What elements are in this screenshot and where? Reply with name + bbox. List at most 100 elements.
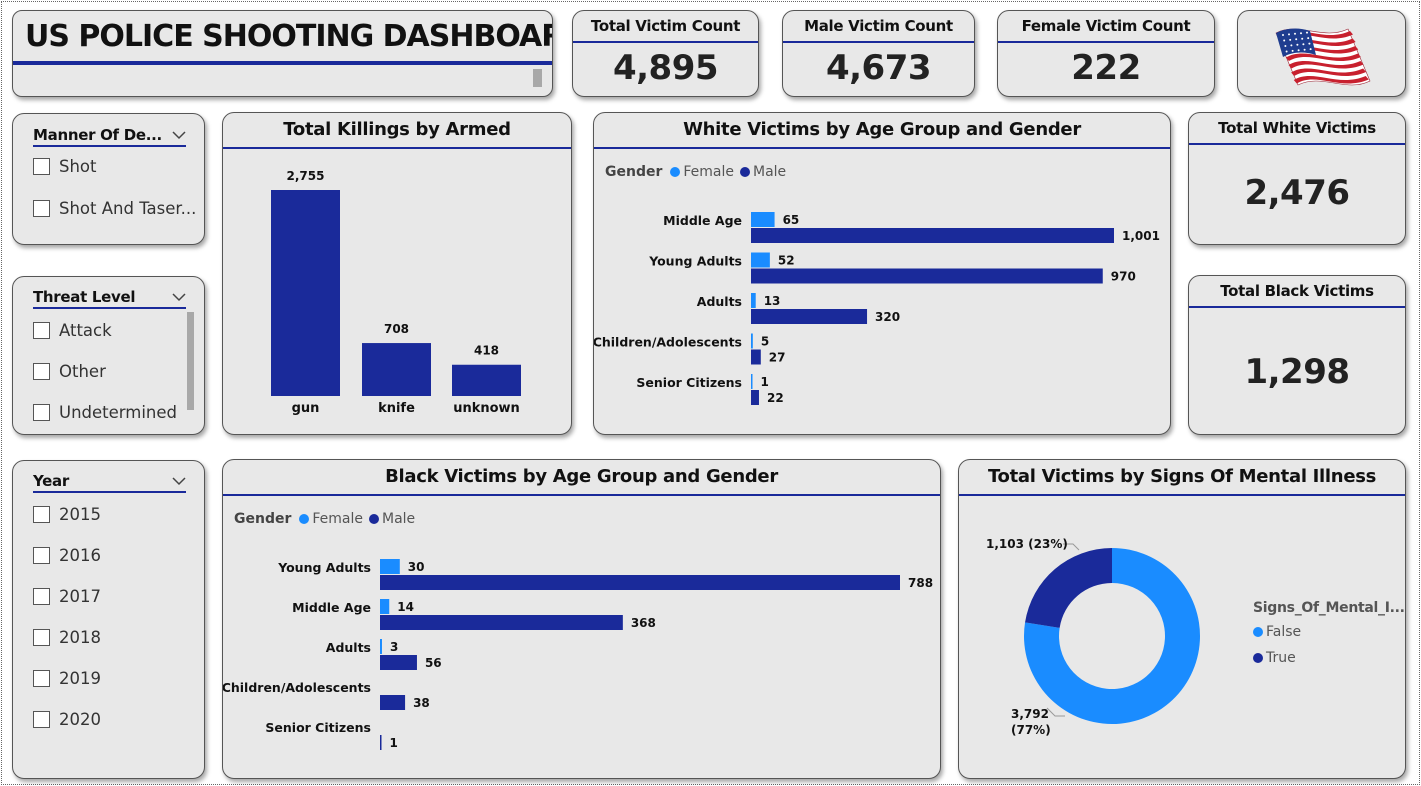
flag-star xyxy=(1294,32,1296,35)
data-label: 1,001 xyxy=(1122,229,1160,243)
slicer-option[interactable]: 2016 xyxy=(33,546,204,565)
mental-donut-chart: 3,792 (77%) 1,103 (23%) xyxy=(986,537,1200,737)
legend-title: Gender xyxy=(234,511,292,527)
legend-title: Gender xyxy=(605,164,663,180)
data-label: 1,103 (23%) xyxy=(986,537,1068,551)
flag-star xyxy=(1284,45,1287,47)
slicer-option[interactable]: 2019 xyxy=(33,669,204,688)
flag-canton xyxy=(1276,28,1316,57)
data-label: 38 xyxy=(413,696,430,710)
mental-chart-card: Total Victims by Signs Of Mental Illness… xyxy=(958,459,1406,779)
kpi-value: 1,298 xyxy=(1244,352,1350,392)
true-slice xyxy=(1025,548,1112,628)
checkbox[interactable] xyxy=(33,670,50,687)
flag-star xyxy=(1289,38,1292,41)
flag-stripe xyxy=(1285,53,1361,61)
legend-item-false[interactable]: False xyxy=(1253,624,1405,640)
checkbox[interactable] xyxy=(33,547,50,564)
slicer-option[interactable]: 2015 xyxy=(33,505,204,524)
data-label: 708 xyxy=(384,322,409,336)
slicer-option[interactable]: Attack xyxy=(33,321,188,340)
chart-title: Total Victims by Signs Of Mental Illness xyxy=(959,460,1405,496)
checkbox[interactable] xyxy=(33,404,50,421)
checkbox[interactable] xyxy=(33,200,50,217)
slicer-header[interactable]: Manner Of De... xyxy=(33,126,186,147)
kpi-label: Total White Victims xyxy=(1189,113,1405,145)
legend-item-male[interactable]: Male xyxy=(740,164,786,180)
female-bar xyxy=(751,333,753,349)
chart-legend: Gender Female Male xyxy=(234,511,421,527)
chevron-down-icon[interactable] xyxy=(172,476,186,486)
slicer-option-label: 2017 xyxy=(59,587,101,606)
data-label: 368 xyxy=(631,616,656,630)
legend-item-male[interactable]: Male xyxy=(369,511,415,527)
female-dot-icon xyxy=(299,514,310,524)
armed-bar-chart: 2,755 gun 708 knife 418 unknown xyxy=(271,169,521,416)
legend-item-female[interactable]: Female xyxy=(670,164,734,180)
leader-line xyxy=(1046,707,1065,717)
category-label: Middle Age xyxy=(292,600,371,615)
slicer-option-label: 2019 xyxy=(59,669,101,688)
data-label: 2,755 xyxy=(287,169,325,183)
black-bar-chart: Young Adults 30 788 Middle Age 14 368 Adults 3 5… xyxy=(223,559,933,750)
flag-star xyxy=(1308,42,1311,45)
male-bar xyxy=(751,268,1103,284)
legend-item-female[interactable]: Female xyxy=(299,511,363,527)
data-label: 3,792 xyxy=(1011,707,1049,721)
flag-star xyxy=(1302,43,1305,46)
flag-star xyxy=(1297,49,1300,52)
data-label: 3 xyxy=(390,640,398,654)
total-black-card: Total Black Victims 1,298 xyxy=(1188,275,1406,435)
checkbox[interactable] xyxy=(33,588,50,605)
legend-label: Female xyxy=(312,511,363,527)
slicer-title: Threat Level xyxy=(33,288,136,306)
flag-star xyxy=(1295,38,1298,41)
flag-stripe xyxy=(1288,61,1364,69)
checkbox[interactable] xyxy=(33,711,50,728)
slicer-option[interactable]: Undetermined xyxy=(33,403,188,422)
slicer-header[interactable]: Year xyxy=(33,472,186,493)
slicer-option[interactable]: 2018 xyxy=(33,628,204,647)
kpi-label: Total Victim Count xyxy=(573,11,758,43)
flag-star xyxy=(1290,44,1293,47)
slicer-title: Year xyxy=(33,472,69,490)
armed-bar xyxy=(452,364,521,396)
checkbox[interactable] xyxy=(33,322,50,339)
female-bar xyxy=(751,252,770,268)
legend-label: False xyxy=(1266,624,1302,640)
male-bar xyxy=(751,309,868,324)
slicer-option[interactable]: 2017 xyxy=(33,587,204,606)
page-title: US POLICE SHOOTING DASHBOARD xyxy=(25,19,553,54)
slicer-option[interactable]: Other xyxy=(33,362,188,381)
checkbox[interactable] xyxy=(33,506,50,523)
data-label: 14 xyxy=(397,600,414,614)
data-label: 22 xyxy=(767,391,784,405)
female-bar xyxy=(380,639,382,654)
checkbox[interactable] xyxy=(33,629,50,646)
male-bar xyxy=(380,735,382,750)
flag-star xyxy=(1291,49,1294,52)
chevron-down-icon[interactable] xyxy=(172,130,186,140)
scrollbar[interactable] xyxy=(533,69,542,87)
male-bar xyxy=(751,349,761,365)
checkbox[interactable] xyxy=(33,363,50,380)
white-bar-chart: Middle Age 65 1,001 Young Adults 52 970 Adults… xyxy=(594,212,1160,405)
slicer-option[interactable]: Shot xyxy=(33,157,204,176)
slicer-option-label: 2016 xyxy=(59,546,101,565)
slicer-list: Attack Other Undetermined xyxy=(13,321,188,423)
male-dot-icon xyxy=(740,167,750,177)
title-card: US POLICE SHOOTING DASHBOARD xyxy=(12,10,553,97)
slicer-header[interactable]: Threat Level xyxy=(33,288,186,309)
false-slice xyxy=(1024,548,1200,724)
flag-stripe xyxy=(1291,68,1367,76)
total-victim-card: Total Victim Count 4,895 xyxy=(572,10,759,97)
data-label: 52 xyxy=(778,254,795,268)
chevron-down-icon[interactable] xyxy=(172,292,186,302)
slicer-option[interactable]: 2020 xyxy=(33,710,204,729)
legend-item-true[interactable]: True xyxy=(1253,650,1405,666)
checkbox[interactable] xyxy=(33,158,50,175)
flag-star xyxy=(1282,34,1284,36)
armed-bar xyxy=(362,343,431,396)
slicer-option[interactable]: Shot And Taser... xyxy=(33,199,204,218)
scrollbar[interactable] xyxy=(187,312,194,410)
